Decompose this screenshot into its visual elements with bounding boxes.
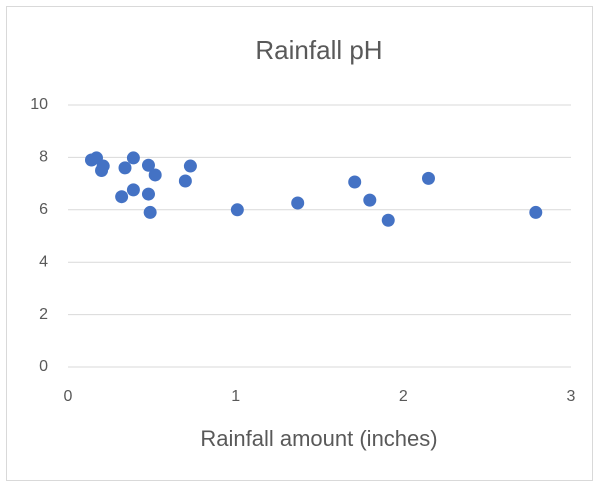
y-tick-label: 10	[30, 96, 48, 113]
point	[348, 175, 362, 189]
point	[141, 158, 155, 172]
point	[115, 190, 129, 204]
point	[291, 196, 305, 210]
point	[363, 193, 377, 207]
y-tick-label: 2	[39, 306, 48, 323]
point	[178, 174, 192, 188]
x-axis-label: Rainfall amount (inches)	[200, 426, 437, 451]
chart-title: Rainfall pH	[255, 35, 382, 65]
x-tick-label: 2	[399, 388, 408, 405]
point	[143, 205, 157, 219]
y-tick-label: 8	[39, 149, 48, 166]
point	[230, 203, 244, 217]
y-tick-label: 6	[39, 201, 48, 218]
point	[118, 161, 132, 175]
point	[529, 205, 543, 219]
point	[421, 171, 435, 185]
point	[381, 213, 395, 227]
point	[141, 187, 155, 201]
chart-frame	[6, 6, 593, 481]
point	[183, 159, 197, 173]
point	[95, 164, 109, 177]
y-tick-label: 0	[39, 358, 48, 375]
y-tick-label: 4	[39, 253, 48, 270]
x-tick-label: 3	[567, 388, 576, 405]
x-tick-label: 0	[64, 388, 73, 405]
x-tick-label: 1	[231, 388, 240, 405]
point	[148, 168, 162, 182]
point	[126, 151, 140, 165]
point	[126, 183, 140, 197]
